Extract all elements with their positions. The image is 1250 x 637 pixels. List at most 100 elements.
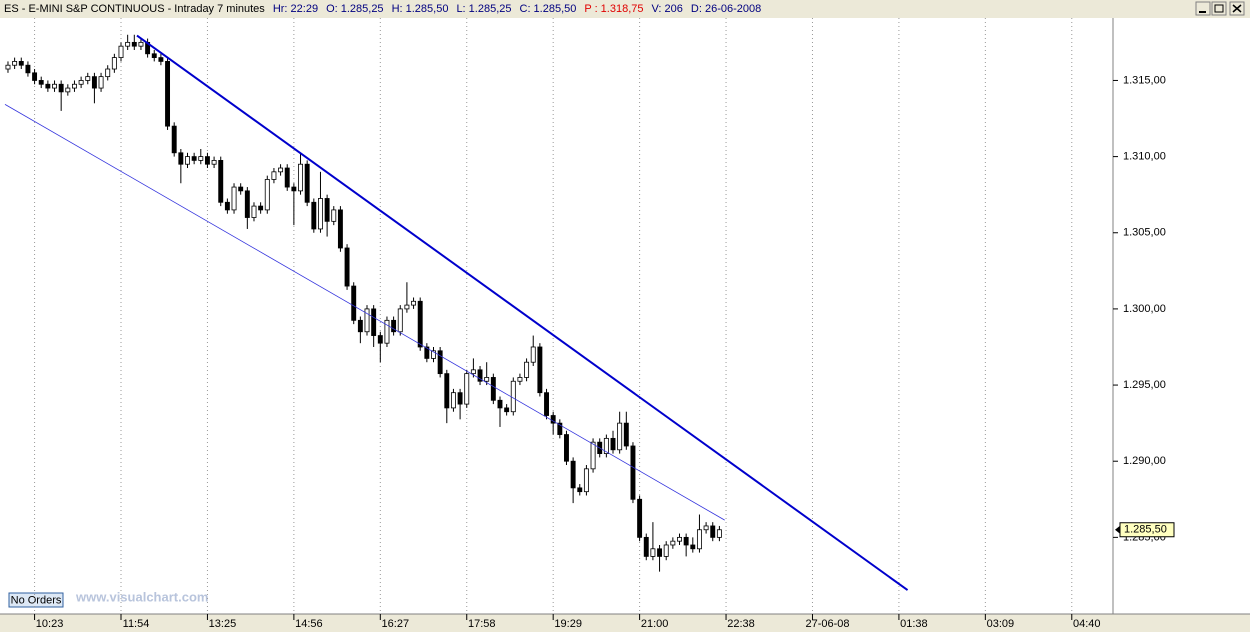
candle-body	[510, 380, 516, 413]
candle-body	[450, 392, 456, 409]
candle-body	[517, 377, 523, 382]
candle-body	[610, 437, 616, 451]
minimize-button[interactable]	[1195, 1, 1211, 16]
last-price-label: 1.285,50	[1124, 524, 1167, 536]
candle-body	[231, 186, 237, 211]
header-field: H: 1.285,50	[392, 3, 449, 15]
candle-body	[204, 156, 210, 165]
candle-body	[437, 350, 443, 375]
candle-body	[218, 160, 224, 203]
window-buttons	[1195, 1, 1245, 16]
candle-body	[331, 209, 337, 222]
x-tick-label: 16:27	[382, 618, 410, 630]
candle-body	[550, 415, 556, 424]
x-tick-label: 11:54	[123, 618, 150, 630]
candle-body	[677, 536, 682, 542]
candle-body	[583, 468, 589, 493]
icon	[1232, 4, 1242, 13]
candle-body	[5, 64, 11, 70]
candle-body	[191, 156, 197, 161]
candle-body	[32, 72, 38, 81]
y-axis-panel	[1113, 18, 1250, 614]
candle-body	[251, 205, 257, 218]
candle-body	[570, 460, 576, 489]
candle-body	[85, 76, 91, 81]
candle-body	[663, 544, 669, 557]
candle-body	[404, 304, 410, 310]
candle-body	[78, 80, 84, 85]
candle-body	[18, 61, 24, 66]
plot-area	[4, 18, 1073, 612]
candle-body	[264, 179, 270, 211]
candle-body	[477, 369, 483, 382]
x-tick-label: 04:40	[1073, 618, 1101, 630]
header-field: Hr: 22:29	[273, 3, 318, 15]
candle-body	[318, 198, 323, 230]
candle-body	[431, 350, 436, 359]
candle-body	[284, 167, 290, 188]
x-tick-label: 22:38	[727, 618, 755, 630]
x-tick-label: 13:25	[209, 618, 237, 630]
header-field: D: 26-06-2008	[691, 3, 761, 15]
header-field: V: 206	[652, 3, 683, 15]
candle-body	[683, 536, 689, 546]
trendline	[136, 34, 909, 591]
watermark: www.visualchart.com	[75, 589, 208, 604]
icon	[1214, 4, 1224, 13]
candle-body	[650, 548, 656, 557]
candle-body	[311, 201, 317, 230]
candle-body	[98, 76, 104, 89]
candle-body	[417, 300, 423, 348]
y-tick-label: 1.305,00	[1123, 227, 1166, 239]
candle-body	[72, 83, 77, 89]
y-tick-label: 1.290,00	[1123, 455, 1166, 467]
header-field: O: 1.285,25	[326, 3, 384, 15]
candle-body	[198, 156, 204, 161]
candle-body	[298, 163, 303, 192]
maximize-button[interactable]	[1211, 1, 1227, 16]
x-tick-label: 19:29	[554, 618, 582, 630]
candle-body	[45, 83, 51, 89]
candle-body	[58, 83, 64, 93]
y-tick-label: 1.310,00	[1123, 151, 1166, 163]
candle-body	[291, 186, 297, 192]
candle-body	[244, 190, 250, 218]
candle-body	[391, 319, 397, 333]
candle-body	[537, 346, 543, 394]
candle-body	[131, 41, 137, 47]
x-tick-label: 10:23	[36, 618, 64, 630]
x-tick-label: 17:58	[468, 618, 496, 630]
candle-body	[643, 536, 649, 557]
candle-body	[457, 392, 463, 405]
candle-body	[151, 53, 157, 59]
candle-body	[344, 247, 350, 287]
y-tick-label: 1.300,00	[1123, 303, 1166, 315]
candle-body	[165, 61, 171, 127]
x-tick-label: 01:38	[900, 618, 928, 630]
x-tick-label: 14:56	[295, 618, 323, 630]
candle-body	[377, 335, 383, 344]
candle-body	[158, 57, 164, 62]
candle-body	[211, 160, 217, 165]
candle-body	[351, 285, 357, 321]
candle-body	[118, 45, 124, 58]
candle-body	[278, 167, 284, 173]
trendline	[4, 104, 725, 521]
candle-body	[258, 205, 264, 211]
header-field: ES - E-MINI S&P CONTINUOUS - Intraday 7 …	[4, 3, 265, 15]
candle-body	[716, 529, 722, 538]
candle-body	[65, 87, 71, 93]
x-tick-label: 21:00	[641, 618, 669, 630]
candle-body	[670, 540, 676, 546]
no-orders-button[interactable]	[8, 592, 64, 608]
candle-body	[38, 80, 44, 85]
candle-body	[696, 529, 702, 550]
y-tick-label: 1.295,00	[1123, 379, 1166, 391]
candle-body	[185, 156, 190, 165]
candle-body	[397, 308, 403, 333]
candle-body	[125, 41, 131, 47]
candle-body	[444, 373, 450, 409]
candle-body	[657, 548, 663, 557]
candle-body	[490, 377, 496, 401]
